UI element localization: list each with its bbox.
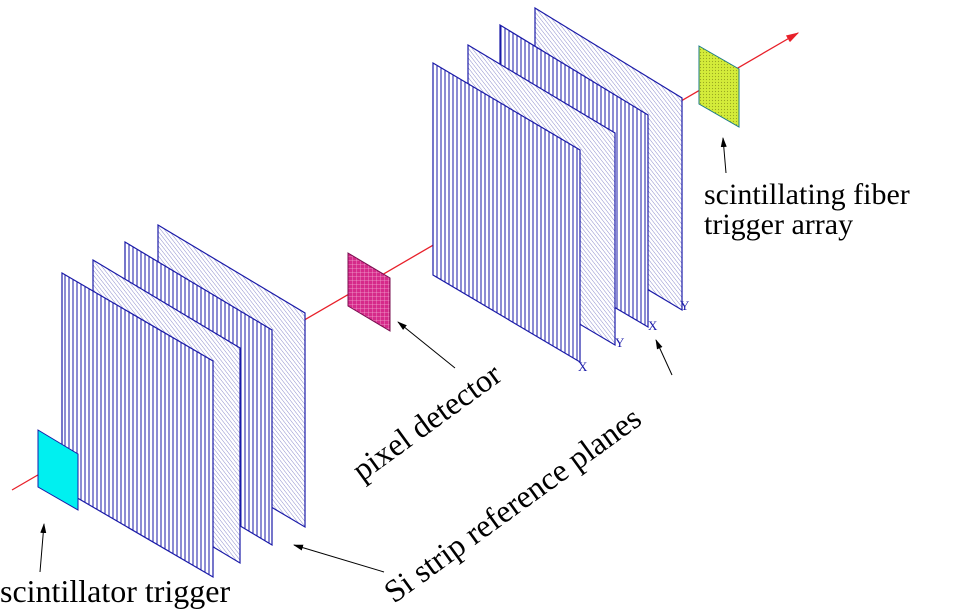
arrow-fiber-trigger <box>720 137 727 174</box>
label-pixel-detector: pixel detector <box>345 355 508 487</box>
pixel-detector-block <box>347 252 391 332</box>
strip-plane-left-1 <box>61 271 214 579</box>
label-scintillator-trigger: scintillator trigger <box>0 573 231 609</box>
strip-plane-group-left <box>61 223 306 579</box>
arrow-si-strip-left <box>293 544 385 573</box>
arrow-pixel-detector <box>397 321 456 369</box>
plane-tag-y1: Y <box>615 335 625 350</box>
label-fiber-line1: scintillating fiber <box>704 178 910 211</box>
strip-plane-x1 <box>432 61 581 364</box>
arrow-scintillator-trigger <box>39 523 47 573</box>
fiber-trigger-block <box>698 45 740 128</box>
arrow-si-strip-right <box>655 339 673 376</box>
plane-tag-y2: Y <box>680 298 690 313</box>
plane-tag-x1: X <box>578 359 588 374</box>
plane-tag-x2: X <box>648 318 658 333</box>
scintillator-trigger-block <box>37 429 79 511</box>
strip-plane-group-right <box>432 6 683 364</box>
label-fiber-line2: trigger array <box>704 208 853 241</box>
